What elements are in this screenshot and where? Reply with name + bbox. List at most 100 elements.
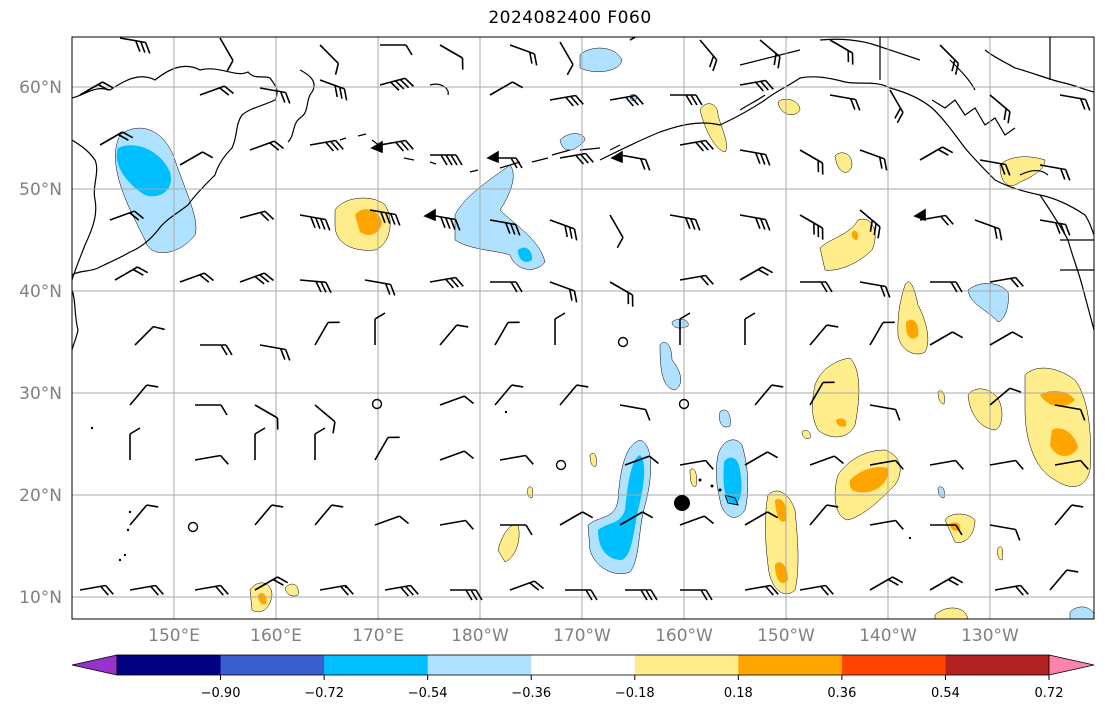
lon-label: 170°W <box>553 626 611 646</box>
colorbar: −0.90 −0.72 −0.54 −0.36 −0.18 0.18 0.36 0.54 0.7… <box>71 654 1095 701</box>
map-title: 2024082400 F060 <box>488 8 652 28</box>
wind-barb <box>565 589 598 601</box>
wind-barb <box>739 214 771 231</box>
wind-barb <box>314 504 344 526</box>
wind-barb <box>319 584 354 596</box>
lon-label: 170°E <box>352 626 404 646</box>
wind-barb <box>319 79 348 101</box>
wind-barb <box>379 139 414 152</box>
wind-barb <box>744 511 779 526</box>
colorbar-cell <box>220 655 325 675</box>
wind-barb <box>1054 404 1086 421</box>
wind-barb <box>179 151 214 166</box>
map-frame <box>71 36 1095 620</box>
wind-barb <box>609 94 644 107</box>
wind-barb <box>974 219 1003 241</box>
wind-barb <box>669 214 701 231</box>
wind-barb <box>79 584 114 596</box>
wind-barb <box>129 427 141 460</box>
lon-label: 150°W <box>757 626 815 646</box>
wind-barb <box>314 427 326 460</box>
calm-wind-circle <box>678 398 690 410</box>
wind-barb <box>744 451 779 466</box>
wind-barb <box>869 321 895 346</box>
calm-wind-circle <box>371 398 383 410</box>
wind-barb <box>384 584 419 597</box>
wind-barb <box>254 504 284 526</box>
wind-barb <box>989 331 1024 346</box>
wind-barb <box>489 219 521 236</box>
wind-barb <box>79 81 114 96</box>
wind-barb <box>129 504 159 526</box>
colorbar-tick-label: −0.36 <box>511 686 551 701</box>
wind-barb <box>829 94 861 111</box>
colorbar-cell <box>117 655 222 675</box>
colorbar-tick-label: −0.18 <box>615 686 655 701</box>
wind-barb <box>670 94 703 106</box>
wind-barb <box>859 281 891 298</box>
wind-barb <box>319 44 340 75</box>
wind-barb <box>679 459 714 470</box>
lat-label: 10°N <box>19 588 62 608</box>
wind-barb <box>309 139 344 152</box>
wind-barb <box>989 387 1022 406</box>
wind-barb <box>429 276 464 289</box>
wind-barb <box>799 149 824 175</box>
wind-barb <box>200 344 233 356</box>
wind-barb <box>994 584 1029 596</box>
wind-barb <box>939 44 960 75</box>
wind-barb <box>609 281 634 307</box>
wind-barb <box>554 312 566 345</box>
wind-barb <box>929 459 964 470</box>
wind-barb <box>739 266 774 281</box>
colorbar-tick-label: −0.90 <box>201 686 241 701</box>
wind-barb <box>364 279 396 296</box>
wind-barb <box>114 266 149 281</box>
wind-barb <box>919 146 954 161</box>
wind-barb <box>494 321 520 346</box>
wind-barb <box>930 281 963 293</box>
wind-barb <box>1054 504 1084 526</box>
coastlines <box>72 37 1094 351</box>
colorbar-cell <box>738 655 843 675</box>
wind-barb <box>195 404 228 416</box>
wind-barb <box>199 85 234 96</box>
colorbar-cell <box>634 655 739 675</box>
wind-barb <box>439 324 469 346</box>
wind-barb <box>369 209 401 226</box>
wind-barb <box>490 281 523 293</box>
wind-barb <box>430 154 463 166</box>
lat-label: 40°N <box>19 282 62 302</box>
lon-label: 150°E <box>148 626 200 646</box>
wind-barb <box>439 44 464 70</box>
wind-barb <box>249 140 284 151</box>
wind-barb <box>1059 94 1091 111</box>
calm-wind-circle <box>187 521 199 533</box>
wind-barb <box>739 149 771 166</box>
wind-barbs <box>79 37 1091 601</box>
latitude-labels: 10°N 20°N 30°N 40°N 50°N 60°N <box>19 78 62 608</box>
calm-wind-circle <box>555 459 567 471</box>
contour-fills <box>115 47 1094 619</box>
wind-barb <box>680 589 713 601</box>
wind-barb <box>314 404 336 434</box>
wind-pennant <box>486 150 499 164</box>
wind-barb <box>1049 569 1079 591</box>
colorbar-cell <box>324 655 429 675</box>
colorbar-cell <box>427 655 532 675</box>
wind-barb <box>1039 164 1071 181</box>
wind-barb <box>549 94 584 107</box>
wind-barb <box>559 384 589 406</box>
lon-label: 180°W <box>451 626 509 646</box>
colorbar-tick-label: 0.36 <box>827 686 856 701</box>
wind-barb <box>624 455 659 466</box>
wind-barb <box>559 152 594 165</box>
wind-pennant <box>610 150 623 164</box>
wind-barb <box>494 384 524 406</box>
wind-barb <box>254 576 289 591</box>
wind-barb <box>679 312 691 345</box>
wind-barb <box>549 281 578 303</box>
colorbar-cell <box>945 655 1050 675</box>
wind-barb <box>869 404 901 421</box>
